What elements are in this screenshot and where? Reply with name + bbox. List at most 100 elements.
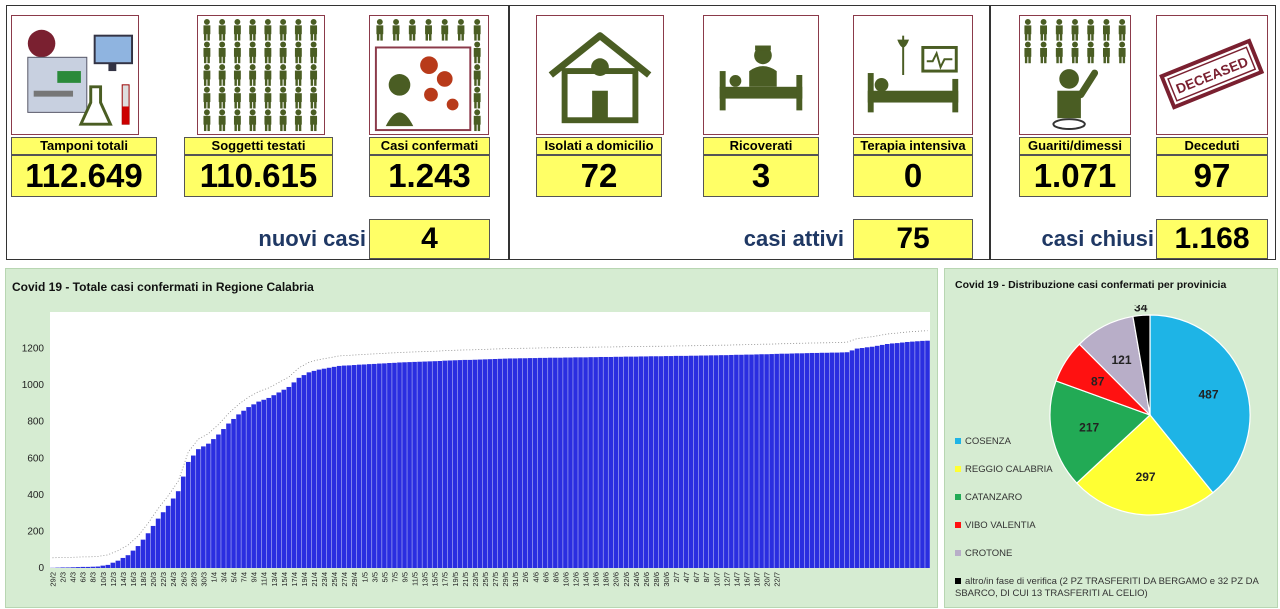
person-icon [1118,41,1126,64]
person-icon [264,41,272,64]
home-icon [536,15,664,135]
y-tick-label: 0 [38,563,44,574]
legend-label: COSENZA [965,436,1011,447]
bar [80,566,85,568]
bar [844,352,850,568]
bar [422,361,427,568]
nuovi-casi-value: 4 [369,219,490,259]
legend-swatch [955,494,961,501]
stat-label-casi: Casi confermati [369,137,490,155]
bar [155,518,161,568]
bar [105,564,111,568]
bar [281,389,287,568]
bar [346,365,352,568]
bar [140,539,146,568]
bar [165,505,171,568]
bar [331,366,337,568]
bar [100,565,106,568]
person-icon [203,64,211,86]
bar [583,357,588,568]
bar [241,410,246,568]
bar [779,353,784,568]
bar [824,352,830,568]
bar [915,341,920,568]
y-tick-label: 800 [27,417,44,428]
bar [527,358,533,568]
bar [643,356,649,568]
bar [905,341,910,568]
x-tick-label: 9/5 [401,572,410,582]
bar [196,449,201,568]
x-tick-label: 23/4 [320,572,329,587]
bar [618,356,624,568]
bar [573,357,578,568]
bar [578,357,583,568]
x-tick-label: 12/6 [571,572,580,587]
bar [175,491,181,568]
bar [457,360,463,568]
deceased-stamp-icon: DECEASED [1156,15,1268,135]
bar [683,355,689,568]
person-icon [1087,41,1095,64]
bar [814,352,820,568]
bar [392,362,397,568]
casi-chiusi-value: 1.168 [1156,219,1268,259]
person-icon [279,86,287,109]
bar [85,566,91,568]
person-icon [218,41,226,64]
bar [291,382,297,568]
bar [482,359,488,568]
x-tick-label: 20/6 [612,572,621,587]
x-tick-label: 8/6 [551,572,560,582]
person-icon [408,18,416,41]
x-tick-label: 8/3 [89,572,98,582]
bar [558,357,563,568]
pie-slice [1149,314,1251,494]
pie-slice [1132,314,1151,416]
x-tick-label: 2/7 [672,572,681,582]
person-icon [1040,41,1048,64]
stat-value-soggetti: 110.615 [184,155,333,197]
bar [864,347,870,568]
x-tick-label: 26/6 [642,572,651,587]
x-tick-label: 1/5 [360,572,369,582]
x-tick-label: 5/5 [380,572,389,582]
person-icon [294,86,302,109]
person-icon [233,86,241,109]
x-tick-label: 7/5 [390,572,399,582]
bar [417,361,422,568]
stat-label-isolati: Isolati a domicilio [536,137,662,155]
bar [588,357,593,568]
legend-swatch [955,522,961,529]
bar [261,399,267,568]
x-tick-label: 22/6 [622,572,631,587]
x-tick-label: 28/3 [189,572,198,587]
person-icon [294,109,302,132]
person-icon [1071,41,1079,64]
legend-label: REGGIO CALABRIA [965,464,1053,475]
casi-chiusi-label: casi chiusi [1041,226,1154,251]
intensive-care-icon [853,15,973,135]
legend-label: VIBO VALENTIA [965,520,1036,531]
bar [442,360,448,568]
casi-attivi-label: casi attivi [743,226,844,251]
person-icon [279,64,287,86]
person-icon [1087,19,1095,41]
legend-item-cosenza: COSENZA [955,436,1011,448]
pie-slice-label: 217 [1079,420,1099,434]
x-tick-label: 26/3 [179,572,188,587]
bar [869,346,875,568]
bar [286,386,292,568]
legend-item-catanzaro: CATANZARO [955,492,1022,504]
person-icon [249,18,257,41]
x-tick-label: 12/3 [109,572,118,587]
pie-chart-title: Covid 19 - Distribuzione casi confermati… [955,278,1255,292]
person-icon [1071,19,1079,41]
bar [492,358,498,568]
person-icon [376,18,384,41]
person-icon [1055,19,1063,41]
bar [889,343,895,568]
legend-item-crotone: CROTONE [955,548,1012,560]
bar [160,512,166,568]
bar [754,354,759,568]
